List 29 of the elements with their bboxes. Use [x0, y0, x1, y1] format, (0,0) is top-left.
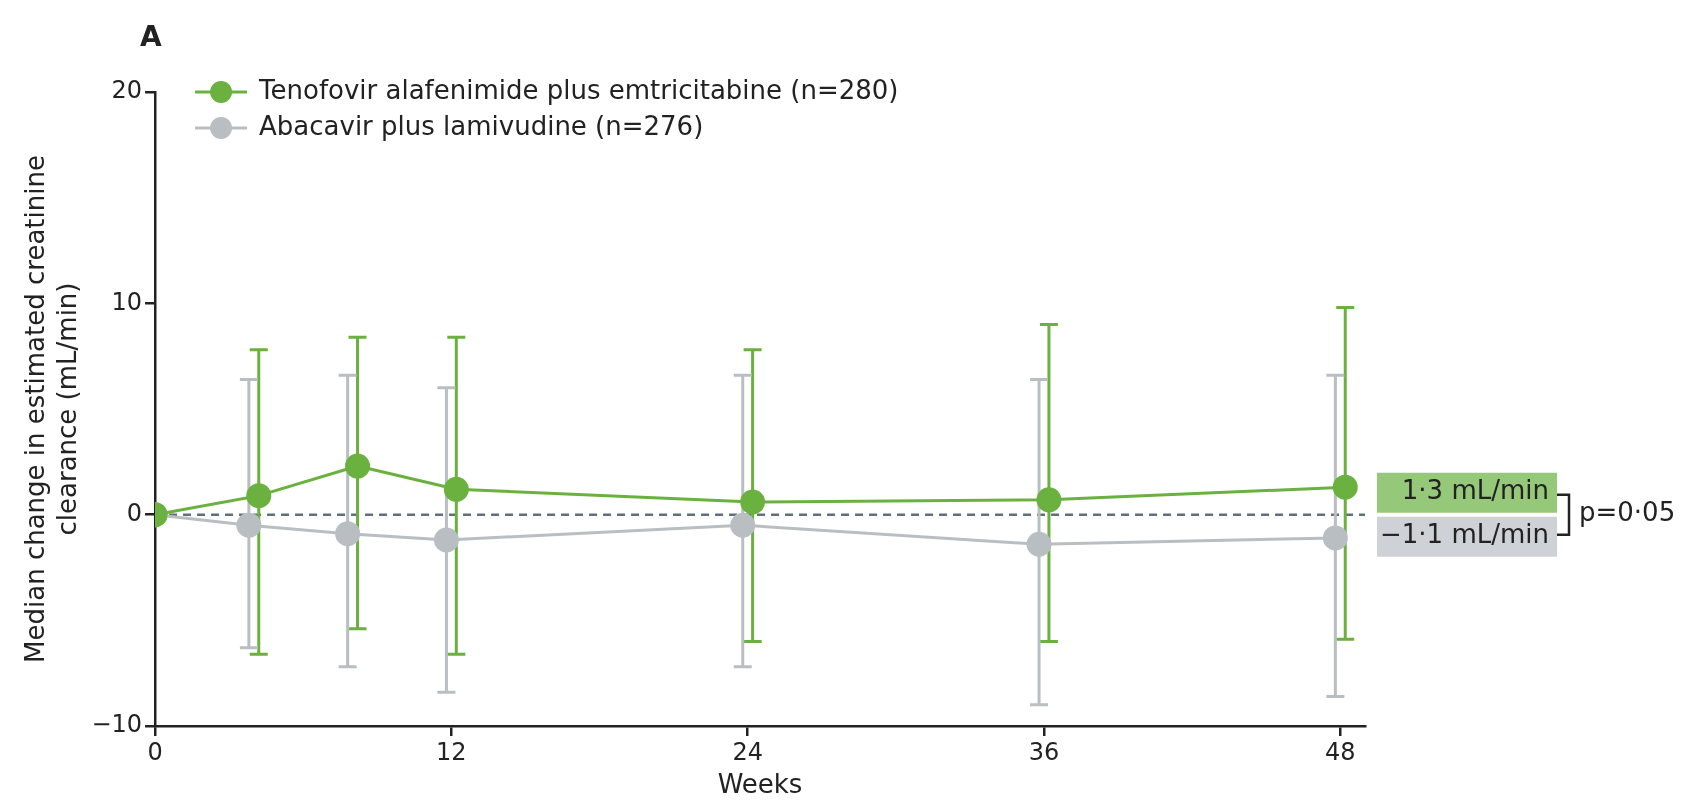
- point: [740, 489, 766, 515]
- chart-title: A: [140, 20, 162, 53]
- text: p=0·05: [1579, 497, 1676, 528]
- point: [1332, 474, 1358, 500]
- y-axis-title: Median change in estimated creatinine clearance (mL/min): [20, 155, 82, 663]
- legend-label: Abacavir plus lamivudine (n=276): [259, 110, 704, 141]
- y-tick-label: 0: [126, 498, 143, 527]
- x-tick-label: 36: [1028, 737, 1060, 766]
- point: [1026, 531, 1052, 557]
- point: [443, 476, 469, 502]
- point: [246, 483, 272, 509]
- point: [1322, 525, 1348, 551]
- x-axis-title: Weeks: [717, 769, 803, 800]
- point: [433, 527, 459, 553]
- legend-label: Tenofovir alafenimide plus emtricitabine (n=280): [258, 74, 899, 105]
- point: [1036, 487, 1062, 513]
- point: [345, 453, 371, 479]
- y-tick-label: 10: [111, 287, 143, 316]
- point: [335, 521, 361, 547]
- text: 1·3 mL/min: [1401, 475, 1549, 506]
- x-tick-label: 0: [147, 737, 163, 766]
- x-tick-label: 24: [732, 737, 763, 766]
- text: −1·1 mL/min: [1380, 519, 1549, 550]
- y-tick-label: −10: [91, 710, 143, 739]
- point: [730, 512, 756, 538]
- point: [236, 512, 262, 538]
- x-tick-label: 12: [436, 737, 467, 766]
- x-tick-label: 48: [1325, 737, 1356, 766]
- y-tick-label: 20: [111, 76, 143, 105]
